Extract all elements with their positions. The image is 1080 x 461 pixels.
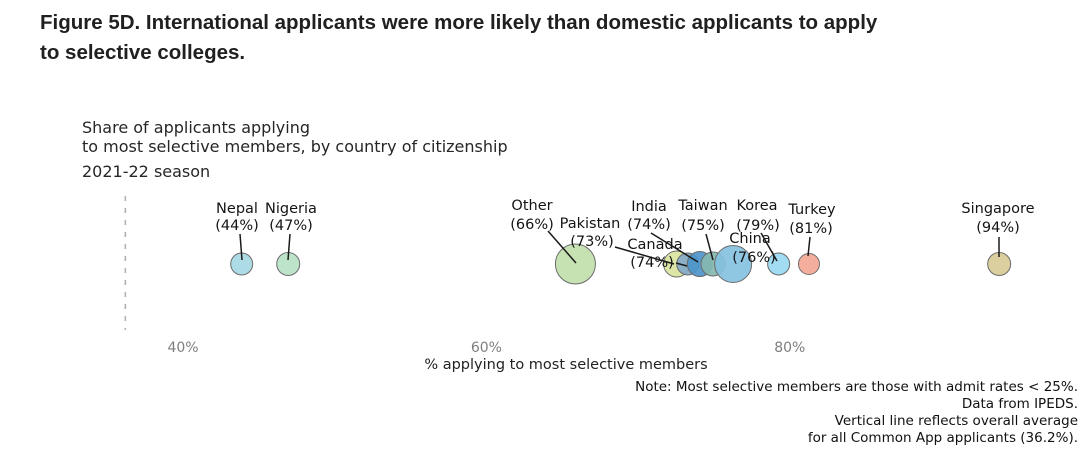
label-other-name: Other: [511, 198, 552, 214]
label-canada-pct: (74%): [630, 255, 674, 271]
label-nigeria-name: Nigeria: [265, 201, 317, 217]
chart-note-line3: Vertical line reflects overall average: [835, 413, 1078, 429]
figure-title-line2: to selective colleges.: [40, 40, 246, 64]
chart-subtitle-line1: Share of applicants applying: [82, 118, 310, 137]
label-nepal-name: Nepal: [216, 201, 258, 217]
bubble-korea: [767, 252, 791, 276]
bubble-turkey: [797, 253, 820, 275]
label-taiwan-pct: (75%): [681, 218, 725, 234]
chart-subtitle-line2: to most selective members, by country of…: [82, 137, 508, 156]
leader-turkey: [807, 236, 811, 257]
label-singapore-name: Singapore: [961, 201, 1034, 217]
label-india-pct: (74%): [627, 217, 671, 233]
label-pakistan-pct: (73%): [570, 234, 614, 250]
leader-pakistan: [614, 246, 675, 265]
leader-other: [547, 230, 577, 264]
label-nepal-pct: (44%): [215, 218, 259, 234]
label-india-name: India: [631, 199, 667, 215]
x-tick-40: 40%: [167, 340, 198, 356]
figure-header: Figure 5D. International applicants were…: [40, 8, 1060, 67]
leader-india: [650, 232, 699, 263]
chart-note-line1: Note: Most selective members are those w…: [635, 379, 1078, 395]
label-canada-name: Canada: [627, 237, 682, 253]
leader-taiwan: [705, 233, 714, 261]
bubble-other: [554, 243, 596, 285]
chart-season-label: 2021-22 season: [82, 162, 210, 181]
label-turkey-name: Turkey: [787, 202, 836, 218]
leader-korea: [760, 232, 778, 262]
label-turkey-pct: (81%): [789, 221, 833, 237]
leader-nepal: [239, 233, 243, 261]
chart-marks-layer: 40% 60% 80% Nepal(44%) Nigeria(47%) Other (66%…: [124, 196, 1035, 356]
chart-note-line2: Data from IPEDS.: [962, 396, 1078, 412]
chart-note-line4: for all Common App applicants (36.2%).: [808, 430, 1078, 446]
figure-title-line1: Figure 5D. International applicants were…: [40, 11, 878, 34]
leader-nigeria: [287, 233, 291, 261]
label-pakistan-name: Pakistan: [560, 216, 621, 232]
x-tick-60: 60%: [471, 340, 502, 356]
label-taiwan-name: Taiwan: [677, 198, 727, 214]
label-other-pct: (66%): [510, 217, 554, 233]
leader-canada: [675, 262, 688, 267]
x-axis-label: % applying to most selective members: [424, 357, 707, 373]
label-korea-name: Korea: [736, 198, 777, 214]
label-korea-pct: (79%): [736, 218, 780, 234]
label-singapore-pct: (94%): [976, 220, 1020, 236]
label-china-name: China: [729, 231, 770, 247]
label-china-pct: (76%): [732, 250, 776, 266]
label-nigeria-pct: (47%): [269, 218, 313, 234]
bubble-china: [714, 245, 753, 283]
x-tick-80: 80%: [774, 340, 805, 356]
